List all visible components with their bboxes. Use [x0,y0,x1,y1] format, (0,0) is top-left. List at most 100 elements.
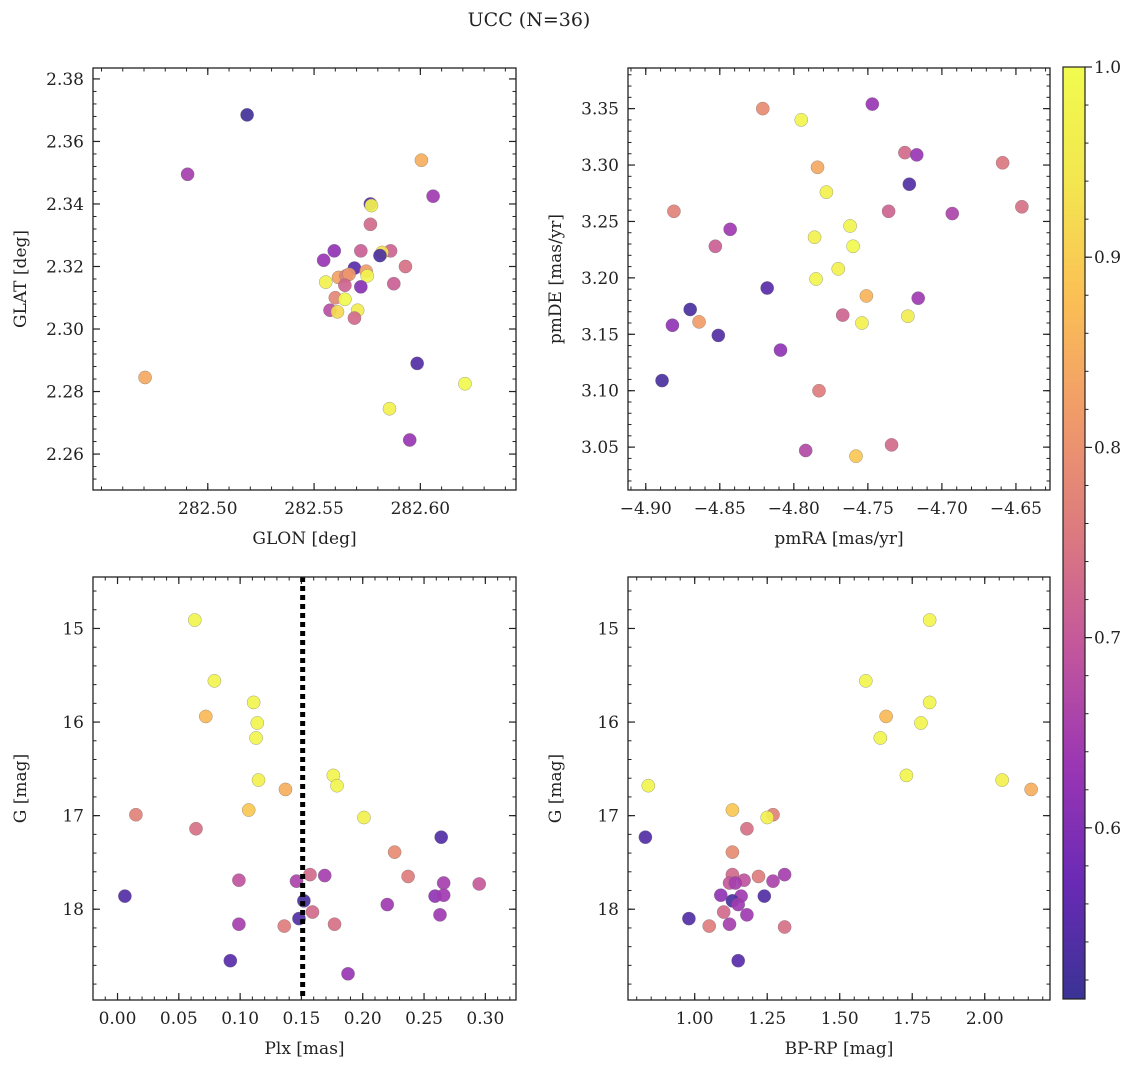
scatter-point [353,279,368,294]
scatter-point [240,108,254,122]
y-tick-label: 3.10 [581,382,619,402]
scatter-points [655,97,1029,463]
scatter-point [387,845,402,859]
x-tick-label: −4.70 [916,499,968,519]
scatter-point [859,289,874,303]
scatter-point [357,810,371,825]
x-tick-label: −4.75 [842,499,894,519]
scatter-point [716,905,731,919]
scatter-point [831,261,846,276]
axes-frame [627,576,1051,1001]
x-tick-label: 1.25 [748,1009,786,1029]
scatter-points [638,613,1038,968]
scatter-point [692,315,706,329]
scatter-point [207,674,222,688]
x-tick-label: 282.60 [391,499,450,519]
scatter-point [777,867,792,882]
scatter-point [751,869,766,884]
x-axis-label: GLON [deg] [252,529,356,549]
scatter-point [911,291,926,306]
scatter-point [353,244,368,258]
scatter-point [708,239,723,254]
scatter-point [846,239,860,254]
scatter-point [665,318,680,333]
y-tick-label: 3.35 [581,100,619,120]
scatter-point [373,248,387,263]
scatter-point [884,438,899,452]
scatter-point [995,773,1009,787]
scatter-point [702,919,717,933]
y-axis-label: G [mag] [11,754,31,823]
scatter-point [909,148,924,162]
colorbar-tick-label: 0.9 [1094,248,1121,268]
scatter-point [232,917,246,932]
panel-glon_glat: 282.50 282.55 282.60 2.26 2.28 2.30 2.32 2.34 2.… [11,67,517,549]
scatter-point [180,167,195,182]
scatter-point [843,219,857,233]
scatter-point [327,917,342,932]
scatter-point [728,876,743,890]
scatter-point [766,874,780,888]
scatter-points [138,108,472,447]
scatter-point [902,177,917,192]
scatter-point [472,877,487,891]
scatter-point [725,803,740,817]
scatter-point [433,907,447,922]
scatter-point [327,244,342,258]
scatter-point [138,370,152,385]
scatter-point [458,376,472,391]
y-tick-label: 3.05 [581,438,619,458]
scatter-point [723,222,738,237]
x-tick-label: 0.15 [283,1009,321,1029]
y-tick-label: 17 [62,807,84,827]
y-tick-label: 17 [597,807,619,827]
scatter-point [363,217,378,232]
scatter-point [667,204,681,219]
x-tick-label: 0.20 [344,1009,382,1029]
scatter-point [760,810,775,825]
colorbar-tick-label: 0.8 [1094,438,1121,458]
x-tick-label: 0.25 [405,1009,443,1029]
scatter-point [898,145,912,160]
y-tick-label: 2.32 [46,257,84,277]
scatter-point [410,356,425,371]
scatter-point [731,897,746,912]
scatter-point [341,966,355,981]
scatter-point [251,773,266,787]
y-tick-label: 15 [597,619,619,639]
scatter-point [722,917,737,932]
scatter-point [250,716,265,730]
scatter-point [338,278,352,293]
scatter-point [401,869,415,884]
x-tick-label: −4.85 [694,499,746,519]
scatter-point [241,803,256,817]
scatter-point [922,613,937,627]
x-tick-label: −4.90 [620,499,672,519]
scatter-point [794,113,809,127]
scatter-point [922,695,937,710]
y-tick-label: 2.30 [46,320,84,340]
scatter-point [858,674,873,688]
y-tick-label: 18 [62,900,84,920]
y-tick-label: 2.26 [46,445,84,465]
scatter-point [798,443,813,458]
scatter-point [855,316,869,330]
scatter-point [873,731,888,745]
scatter-point [414,153,429,168]
y-tick-label: 16 [597,713,619,733]
scatter-point [731,953,746,968]
scatter-point [1024,782,1038,797]
panel-pmra_pmde: −4.90 −4.85 −4.80 −4.75 −4.70 −4.65 3.05 3.10 3.… [546,67,1051,549]
scatter-point [382,401,397,416]
scatter-point [330,778,344,793]
scatter-point [398,259,413,274]
scatter-point [777,920,792,934]
axes-frame [92,67,517,491]
y-tick-label: 2.34 [46,195,84,215]
x-tick-label: 0.30 [466,1009,504,1029]
scatter-point [914,716,928,730]
scatter-point [187,613,202,627]
y-tick-label: 3.25 [581,212,619,232]
figure-title: UCC (N=36) [468,9,591,31]
scatter-point [303,867,317,882]
